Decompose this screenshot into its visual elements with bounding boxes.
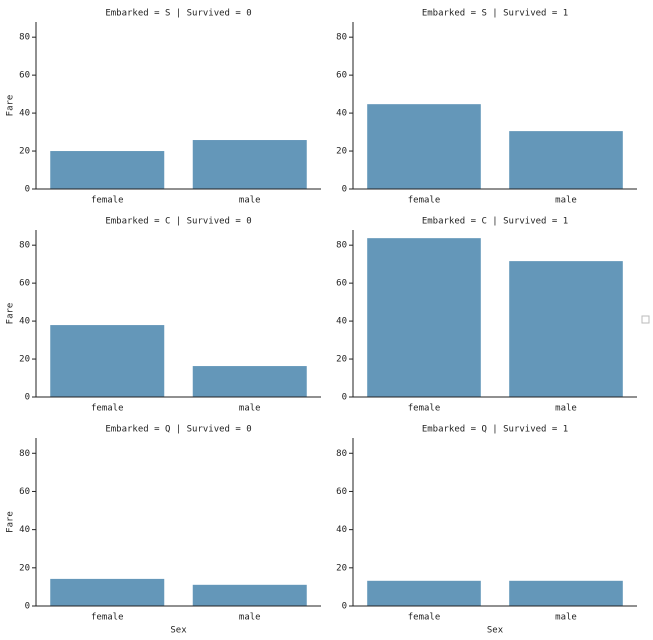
y-tick-label: 40 xyxy=(336,109,347,119)
x-tick-label: male xyxy=(239,613,261,623)
x-tick-label: male xyxy=(555,404,577,414)
y-tick-label: 20 xyxy=(19,563,30,573)
y-tick-label: 40 xyxy=(19,317,30,327)
y-tick-label: 60 xyxy=(336,71,347,81)
y-tick-label: 20 xyxy=(19,355,30,365)
y-tick-label: 60 xyxy=(336,487,347,497)
subplot-title: Embarked = C | Survived = 0 xyxy=(105,217,251,227)
bar xyxy=(192,140,307,189)
y-tick-label: 80 xyxy=(336,33,347,43)
bar xyxy=(192,584,307,606)
y-tick-label: 0 xyxy=(342,185,347,195)
bar xyxy=(50,578,165,606)
bar xyxy=(509,261,623,397)
y-tick-label: 0 xyxy=(25,602,30,612)
subplot-title: Embarked = S | Survived = 0 xyxy=(105,9,251,19)
y-tick-label: 60 xyxy=(19,279,30,289)
y-tick-label: 20 xyxy=(336,563,347,573)
y-tick-label: 60 xyxy=(19,71,30,81)
x-tick-label: male xyxy=(555,196,577,206)
y-tick-label: 80 xyxy=(336,449,347,459)
y-tick-label: 80 xyxy=(336,241,347,251)
y-tick-label: 40 xyxy=(336,525,347,535)
x-tick-label: female xyxy=(91,404,124,414)
y-tick-label: 40 xyxy=(19,109,30,119)
legend-box xyxy=(641,315,650,324)
bar xyxy=(50,325,165,397)
y-tick-label: 20 xyxy=(19,147,30,157)
y-tick-label: 60 xyxy=(19,487,30,497)
y-tick-label: 60 xyxy=(336,279,347,289)
x-tick-label: female xyxy=(408,404,441,414)
y-tick-label: 40 xyxy=(336,317,347,327)
x-axis-label: Sex xyxy=(487,626,504,636)
y-tick-label: 20 xyxy=(336,355,347,365)
y-tick-label: 80 xyxy=(19,241,30,251)
x-tick-label: female xyxy=(408,613,441,623)
x-tick-label: male xyxy=(239,404,261,414)
x-tick-label: female xyxy=(91,613,124,623)
y-axis-label: Fare xyxy=(6,95,16,117)
y-tick-label: 80 xyxy=(19,449,30,459)
y-tick-label: 40 xyxy=(19,525,30,535)
y-axis-label: Fare xyxy=(6,511,16,533)
bar xyxy=(367,238,481,397)
y-tick-label: 20 xyxy=(336,147,347,157)
x-tick-label: male xyxy=(239,196,261,206)
x-axis-label: Sex xyxy=(170,626,187,636)
bar xyxy=(50,151,165,189)
bar xyxy=(509,580,623,606)
y-axis-label: Fare xyxy=(6,303,16,325)
subplot-title: Embarked = Q | Survived = 0 xyxy=(105,425,251,435)
x-tick-label: female xyxy=(91,196,124,206)
bar xyxy=(367,104,481,189)
subplot-title: Embarked = Q | Survived = 1 xyxy=(422,425,568,435)
y-tick-label: 0 xyxy=(342,602,347,612)
y-tick-label: 0 xyxy=(25,393,30,403)
subplot-title: Embarked = S | Survived = 1 xyxy=(422,9,568,19)
bar xyxy=(367,580,481,606)
bar xyxy=(192,366,307,397)
bar xyxy=(509,131,623,189)
x-tick-label: female xyxy=(408,196,441,206)
y-tick-label: 0 xyxy=(25,185,30,195)
y-tick-label: 80 xyxy=(19,33,30,43)
x-tick-label: male xyxy=(555,613,577,623)
y-tick-label: 0 xyxy=(342,393,347,403)
subplot-title: Embarked = C | Survived = 1 xyxy=(422,217,568,227)
